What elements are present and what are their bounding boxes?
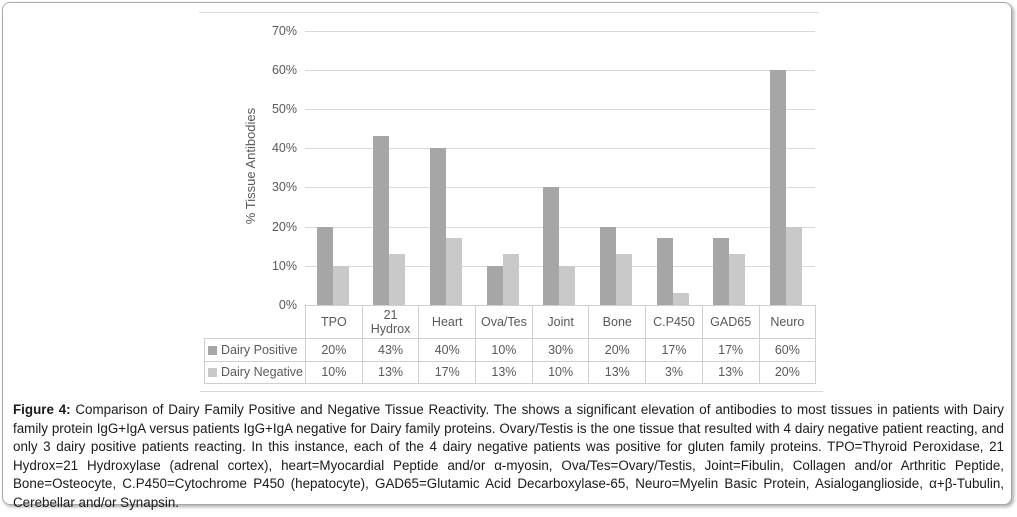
gridline <box>305 30 815 32</box>
bar-dairy-positive <box>713 238 730 305</box>
value-cell: 20% <box>758 360 817 384</box>
bar-dairy-negative <box>615 254 632 305</box>
table-row: Dairy Positive 20% 43% 40% 10% 30% 20% 17% 17% 60… <box>204 338 817 362</box>
plot-area <box>305 12 815 305</box>
value-cell: 10% <box>305 360 363 384</box>
chart-bottom-border <box>200 391 823 392</box>
category-header-cell: TPO <box>305 305 363 339</box>
value-cell: 17% <box>418 360 477 384</box>
category-header-cell: GAD65 <box>701 305 760 339</box>
value-cell: 60% <box>758 338 817 362</box>
value-cell: 17% <box>645 338 703 362</box>
y-tick-label: 20% <box>271 219 297 234</box>
value-cell: 43% <box>361 338 420 362</box>
y-tick-label: 10% <box>271 258 297 273</box>
bar-dairy-positive <box>769 69 786 305</box>
bar-dairy-positive <box>656 238 673 305</box>
gridline <box>305 69 815 71</box>
figure-caption: Figure 4: Comparison of Dairy Family Pos… <box>13 401 1004 513</box>
bar-dairy-positive <box>429 148 446 305</box>
value-cell: 40% <box>418 338 477 362</box>
bar-dairy-positive <box>373 136 390 305</box>
table-header-row: TPO 21 Hydrox Heart Ova/Tes Joint Bone C.P450 G… <box>204 305 817 339</box>
value-cell: 20% <box>588 338 647 362</box>
figure-frame <box>2 2 1012 505</box>
y-tick-label: 60% <box>271 62 297 77</box>
bar-dairy-positive <box>316 226 333 305</box>
y-tick-label: 40% <box>271 141 297 156</box>
value-cell: 20% <box>305 338 363 362</box>
bar-dairy-negative <box>785 226 802 305</box>
gridline <box>305 148 815 150</box>
y-axis-title: % Tissue Antibodies <box>243 107 258 225</box>
category-header-cell: 21 Hydrox <box>361 305 420 339</box>
data-table: TPO 21 Hydrox Heart Ova/Tes Joint Bone C.P450 G… <box>204 305 817 384</box>
legend-cell-dairy-positive: Dairy Positive <box>204 338 306 362</box>
category-header-cell: Neuro <box>758 305 817 339</box>
legend-label: Dairy Negative <box>221 365 303 380</box>
figure-caption-label: Figure 4: <box>13 402 71 417</box>
value-cell: 13% <box>475 360 533 384</box>
bar-dairy-negative <box>729 254 746 305</box>
category-header-cell: Joint <box>531 305 590 339</box>
legend-swatch-icon <box>208 345 217 355</box>
gridline <box>305 109 815 110</box>
bar-dairy-positive <box>599 226 616 305</box>
chart-top-border <box>199 12 819 13</box>
bar-dairy-negative <box>559 265 576 305</box>
bar-dairy-negative <box>445 238 462 305</box>
category-header-cell: C.P450 <box>645 305 703 339</box>
table-row: Dairy Negative 10% 13% 17% 13% 10% 13% 3% 13% 20% <box>204 360 817 384</box>
legend-swatch-icon <box>208 368 217 378</box>
legend-label: Dairy Positive <box>221 342 298 357</box>
value-cell: 10% <box>475 338 533 362</box>
bar-dairy-negative <box>332 265 349 305</box>
bar-dairy-negative <box>389 254 406 305</box>
value-cell: 10% <box>531 360 590 384</box>
bar-dairy-negative <box>502 254 519 305</box>
gridline <box>305 226 815 228</box>
bar-dairy-positive <box>543 187 560 305</box>
gridline <box>305 187 815 189</box>
category-header-cell: Bone <box>588 305 647 339</box>
y-tick-label: 50% <box>271 102 297 116</box>
value-cell: 3% <box>645 360 703 384</box>
value-cell: 13% <box>361 360 420 384</box>
category-header-cell: Ova/Tes <box>475 305 533 339</box>
table-corner-cell <box>204 305 306 339</box>
y-tick-label: 30% <box>271 180 297 195</box>
value-cell: 17% <box>701 338 760 362</box>
bar-dairy-positive <box>486 265 503 305</box>
value-cell: 13% <box>588 360 647 384</box>
value-cell: 30% <box>531 338 590 362</box>
value-cell: 13% <box>701 360 760 384</box>
category-header-cell: Heart <box>418 305 477 339</box>
figure-caption-text: Comparison of Dairy Family Positive and … <box>13 402 1004 510</box>
bar-dairy-negative <box>672 293 689 305</box>
legend-cell-dairy-negative: Dairy Negative <box>204 360 306 384</box>
y-tick-label: 70% <box>271 23 297 38</box>
